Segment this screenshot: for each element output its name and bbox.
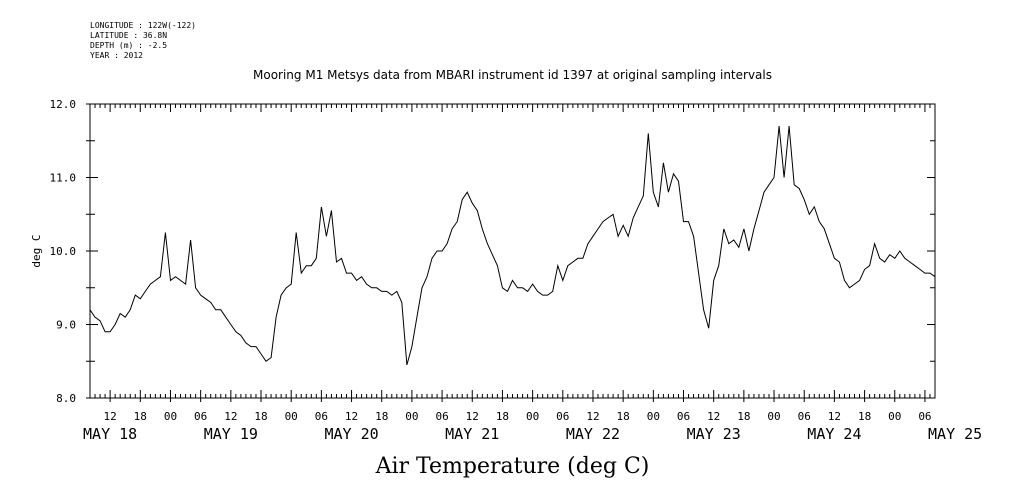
x-day-label: MAY 19 [204,425,258,443]
plot-frame [89,103,936,399]
x-tick-label: 00 [405,410,418,423]
x-day-label: MAY 21 [445,425,499,443]
x-tick-label: 06 [556,410,569,423]
x-tick-label: 06 [435,410,448,423]
metadata-block: LONGITUDE : 122W(-122) LATITUDE : 36.8N … [90,21,196,61]
y-axis-label: deg C [30,234,43,267]
x-tick-label: 12 [466,410,479,423]
x-tick-label: 06 [798,410,811,423]
x-tick-label: 18 [134,410,147,423]
x-axis-label: Air Temperature (deg C) [375,454,650,479]
latitude-text: LATITUDE : 36.8N [90,31,168,40]
x-tick-label: 06 [677,410,690,423]
longitude-text: LONGITUDE : 122W(-122) [90,21,196,30]
x-tick-label: 18 [617,410,630,423]
x-day-label: MAY 24 [807,425,861,443]
x-tick-label: 18 [737,410,750,423]
x-tick-label: 12 [828,410,841,423]
x-tick-label: 06 [315,410,328,423]
x-tick-label: 12 [103,410,116,423]
x-tick-label: 18 [496,410,509,423]
year-text: YEAR : 2012 [90,51,143,60]
chart-title: Mooring M1 Metsys data from MBARI instru… [253,68,772,82]
x-day-label: MAY 20 [324,425,378,443]
y-tick-label: 9.0 [56,319,76,332]
y-tick-label: 8.0 [56,392,76,405]
x-tick-label: 12 [707,410,720,423]
depth-text: DEPTH (m) : -2.5 [90,41,168,50]
x-tick-label: 12 [345,410,358,423]
y-tick-label: 12.0 [50,98,77,111]
x-tick-label: 00 [888,410,901,423]
series-line [89,126,936,366]
x-tick-label: 06 [194,410,207,423]
x-tick-label: 12 [224,410,237,423]
x-tick-label: 06 [918,410,931,423]
x-tick-label: 18 [375,410,388,423]
x-day-label: MAY 18 [83,425,137,443]
x-day-label: MAY 23 [687,425,741,443]
x-day-label: MAY 22 [566,425,620,443]
y-tick-label: 11.0 [50,172,77,185]
x-tick-label: 00 [164,410,177,423]
x-tick-label: 18 [254,410,267,423]
x-tick-label: 12 [586,410,599,423]
x-tick-label: 00 [285,410,298,423]
x-tick-label: 00 [526,410,539,423]
x-tick-label: 00 [767,410,780,423]
y-tick-label: 10.0 [50,245,77,258]
x-tick-label: 18 [858,410,871,423]
x-tick-label: 00 [647,410,660,423]
x-day-label: MAY 25 [928,425,982,443]
